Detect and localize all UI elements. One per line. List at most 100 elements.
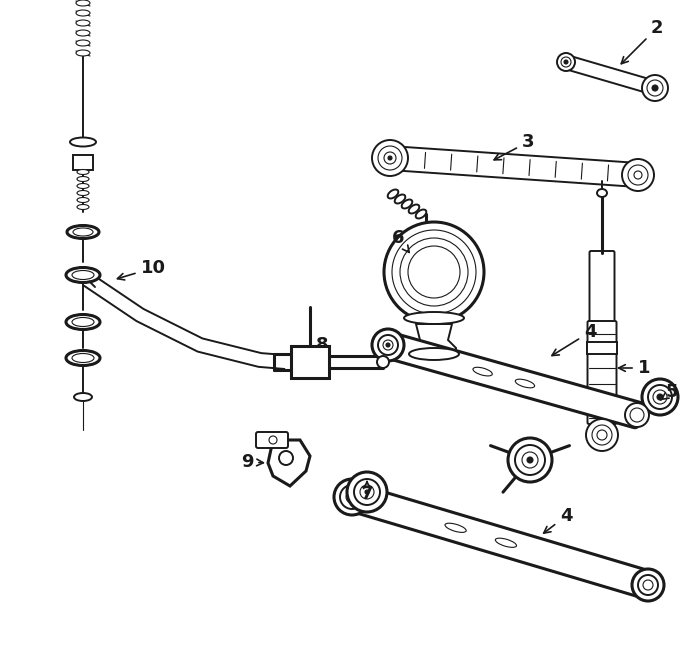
Ellipse shape: [402, 200, 413, 209]
FancyBboxPatch shape: [562, 55, 658, 95]
Circle shape: [630, 408, 644, 422]
Ellipse shape: [77, 183, 89, 188]
Circle shape: [334, 479, 370, 515]
Ellipse shape: [77, 205, 89, 209]
Circle shape: [653, 390, 667, 404]
Ellipse shape: [395, 194, 405, 203]
Text: 8: 8: [316, 336, 328, 359]
Circle shape: [632, 569, 664, 601]
Circle shape: [642, 75, 668, 101]
Text: 6: 6: [392, 229, 409, 252]
Ellipse shape: [76, 40, 90, 46]
Circle shape: [515, 445, 545, 475]
Ellipse shape: [473, 367, 492, 376]
Ellipse shape: [597, 189, 607, 197]
Ellipse shape: [77, 190, 89, 196]
Circle shape: [586, 419, 618, 451]
FancyBboxPatch shape: [382, 333, 644, 428]
Circle shape: [365, 490, 369, 494]
Ellipse shape: [76, 0, 90, 6]
Ellipse shape: [76, 50, 90, 56]
Ellipse shape: [495, 538, 517, 547]
Circle shape: [400, 238, 468, 306]
Text: 4: 4: [552, 323, 596, 355]
Ellipse shape: [415, 209, 426, 218]
Ellipse shape: [74, 393, 92, 401]
Circle shape: [522, 452, 538, 468]
Circle shape: [564, 60, 568, 64]
Circle shape: [347, 472, 387, 512]
Ellipse shape: [66, 351, 100, 366]
Circle shape: [360, 485, 374, 499]
Ellipse shape: [77, 198, 89, 203]
Circle shape: [350, 495, 354, 499]
Ellipse shape: [76, 30, 90, 36]
Circle shape: [508, 438, 552, 482]
Circle shape: [561, 57, 571, 67]
Text: 2: 2: [621, 19, 663, 64]
Circle shape: [372, 140, 408, 176]
Ellipse shape: [377, 356, 389, 368]
Circle shape: [299, 351, 321, 373]
Ellipse shape: [77, 170, 89, 175]
Ellipse shape: [388, 190, 398, 198]
Ellipse shape: [72, 271, 94, 280]
Polygon shape: [268, 440, 310, 486]
Ellipse shape: [66, 267, 100, 282]
Circle shape: [597, 430, 607, 440]
FancyBboxPatch shape: [256, 432, 288, 448]
Circle shape: [392, 230, 476, 314]
FancyBboxPatch shape: [589, 251, 615, 349]
Circle shape: [628, 165, 648, 185]
Ellipse shape: [445, 523, 466, 533]
FancyBboxPatch shape: [587, 321, 616, 424]
Circle shape: [388, 156, 392, 160]
FancyBboxPatch shape: [345, 483, 655, 599]
Text: 10: 10: [117, 259, 166, 280]
Circle shape: [384, 152, 396, 164]
Circle shape: [557, 53, 575, 71]
Circle shape: [346, 491, 358, 503]
Circle shape: [527, 457, 533, 463]
Circle shape: [634, 171, 642, 179]
Circle shape: [378, 146, 402, 170]
Circle shape: [648, 385, 672, 409]
Text: 3: 3: [494, 133, 534, 160]
Circle shape: [408, 246, 460, 298]
Polygon shape: [412, 324, 456, 354]
Circle shape: [643, 580, 653, 590]
Ellipse shape: [72, 353, 94, 363]
Ellipse shape: [409, 348, 459, 360]
Ellipse shape: [404, 312, 464, 324]
Circle shape: [384, 222, 484, 322]
Ellipse shape: [515, 379, 535, 388]
Circle shape: [383, 340, 393, 350]
Ellipse shape: [66, 314, 100, 329]
Circle shape: [592, 425, 612, 445]
Circle shape: [304, 356, 316, 368]
Ellipse shape: [70, 138, 96, 147]
Text: 5: 5: [661, 383, 678, 401]
Circle shape: [269, 436, 277, 444]
Circle shape: [372, 329, 404, 361]
Text: 7: 7: [361, 482, 373, 503]
Text: 1: 1: [619, 359, 650, 377]
Polygon shape: [73, 155, 93, 170]
Text: 9: 9: [241, 453, 264, 471]
Ellipse shape: [76, 10, 90, 16]
Circle shape: [386, 343, 390, 347]
FancyBboxPatch shape: [291, 346, 329, 378]
Circle shape: [638, 575, 658, 595]
Circle shape: [647, 80, 663, 96]
Ellipse shape: [73, 228, 93, 236]
Circle shape: [625, 403, 649, 427]
Circle shape: [657, 394, 663, 400]
Bar: [587, 342, 617, 353]
Ellipse shape: [67, 226, 99, 239]
Circle shape: [642, 379, 678, 415]
Ellipse shape: [76, 20, 90, 26]
Ellipse shape: [77, 177, 89, 181]
Circle shape: [354, 479, 380, 505]
Ellipse shape: [72, 318, 94, 327]
Circle shape: [279, 451, 293, 465]
